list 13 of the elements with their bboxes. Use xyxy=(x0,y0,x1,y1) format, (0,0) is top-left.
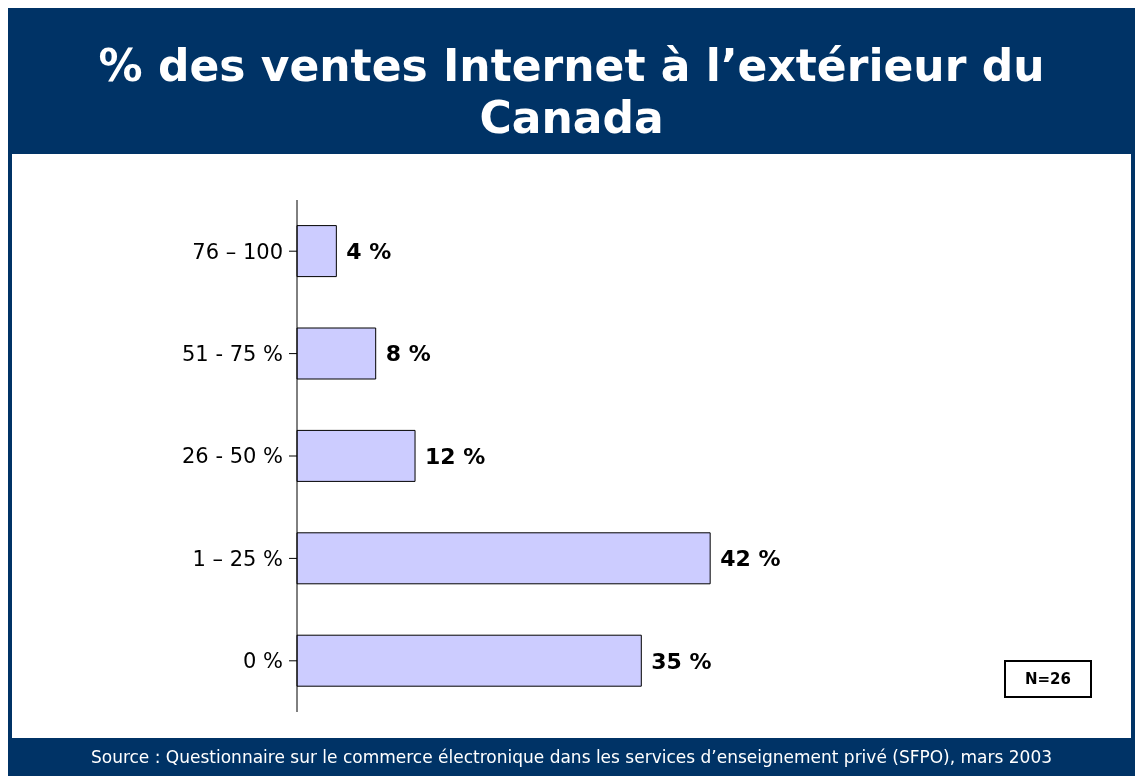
y-tick-label: 1 – 25 % xyxy=(192,546,283,571)
data-label: 42 % xyxy=(720,546,781,572)
data-label: 4 % xyxy=(346,238,392,264)
data-label: 8 % xyxy=(385,341,431,367)
data-label: 12 % xyxy=(425,443,486,469)
y-tick-label: 51 - 75 % xyxy=(181,342,283,367)
data-label: 35 % xyxy=(651,648,712,674)
y-tick-label: 0 % xyxy=(243,649,283,674)
y-tick-label: 26 - 50 % xyxy=(181,444,283,469)
source-note: Source : Questionnaire sur le commerce électronique dans les services d’enseignement privé (SFPO), mars 2003 xyxy=(8,738,1135,776)
chart-title: % des ventes Internet à l’extérieur du Canada xyxy=(12,12,1131,154)
y-tick-label: 76 – 100 xyxy=(192,239,283,264)
text: N=26 xyxy=(1004,660,1092,698)
